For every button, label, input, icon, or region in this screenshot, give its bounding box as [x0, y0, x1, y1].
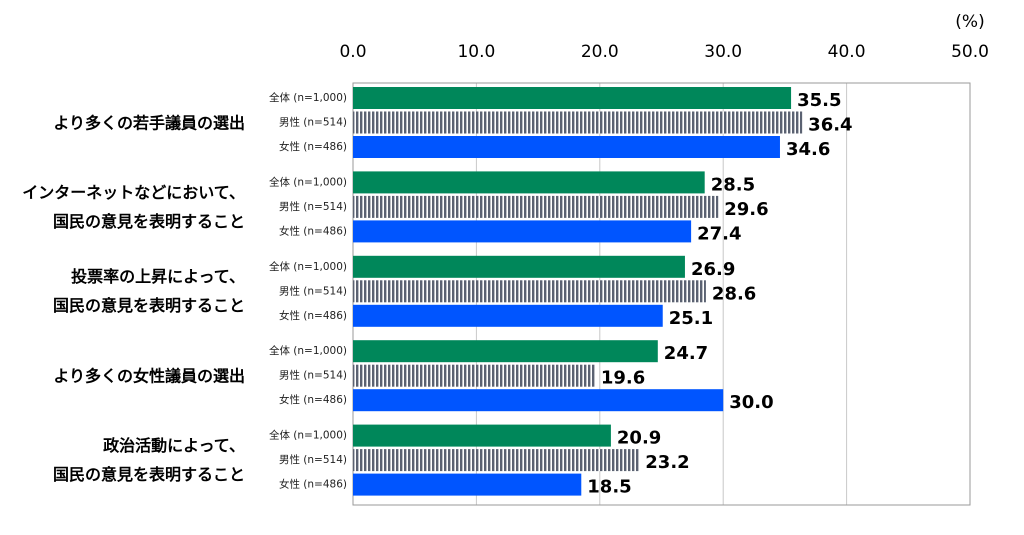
series-label: 全体 (n=1,000) — [269, 429, 347, 442]
series-label: 全体 (n=1,000) — [269, 344, 347, 357]
x-tick-label: 50.0 — [951, 42, 989, 62]
bar — [353, 280, 706, 303]
value-label: 24.7 — [664, 343, 708, 364]
series-label: 全体 (n=1,000) — [269, 260, 347, 273]
series-label: 男性 (n=514) — [279, 453, 347, 466]
value-label: 29.6 — [724, 199, 768, 220]
series-label: 男性 (n=514) — [279, 284, 347, 297]
bar — [353, 171, 705, 194]
bar — [353, 87, 792, 109]
value-label: 18.5 — [587, 477, 631, 498]
axis-unit: (%) — [955, 12, 984, 32]
category-label: より多くの若手議員の選出 — [53, 113, 245, 132]
value-label: 19.6 — [601, 368, 645, 389]
value-label: 34.6 — [786, 139, 830, 160]
bar — [353, 449, 640, 472]
value-label: 20.9 — [617, 428, 661, 449]
value-label: 25.1 — [669, 308, 713, 329]
bar — [353, 195, 719, 218]
value-label: 36.4 — [808, 115, 852, 136]
x-tick-label: 40.0 — [828, 42, 866, 62]
value-label: 27.4 — [697, 223, 741, 244]
series-label: 女性 (n=486) — [279, 478, 347, 491]
bar — [353, 111, 803, 134]
category-label: より多くの女性議員の選出 — [53, 366, 245, 386]
bar — [353, 340, 658, 363]
series-label: 女性 (n=486) — [279, 309, 347, 322]
bar — [353, 220, 692, 243]
x-tick-label: 0.0 — [339, 42, 366, 62]
bar — [353, 473, 582, 496]
value-label: 35.5 — [797, 90, 841, 111]
category-label: 投票率の上昇によって、 国民の意見を表明すること — [52, 267, 245, 316]
value-label: 28.5 — [711, 174, 755, 195]
series-label: 男性 (n=514) — [279, 116, 347, 129]
series-label: 女性 (n=486) — [279, 224, 347, 237]
series-label: 全体 (n=1,000) — [269, 91, 347, 104]
bar — [353, 389, 724, 412]
series-label: 全体 (n=1,000) — [269, 175, 347, 188]
bar — [353, 136, 780, 158]
x-tick-label: 30.0 — [704, 42, 742, 62]
bar — [353, 424, 611, 447]
bar — [353, 255, 685, 278]
bar — [353, 364, 595, 387]
category-label: 政治活動によって、 国民の意見を表明すること — [52, 436, 245, 485]
bar — [353, 304, 663, 327]
series-label: 男性 (n=514) — [279, 200, 347, 213]
series-label: 女性 (n=486) — [279, 140, 347, 153]
series-label: 女性 (n=486) — [279, 393, 347, 406]
value-label: 30.0 — [729, 392, 773, 413]
x-tick-label: 10.0 — [457, 42, 495, 62]
category-label: インターネットなどにおいて、 国民の意見を表明すること — [22, 182, 245, 231]
x-tick-label: 20.0 — [581, 42, 619, 62]
value-label: 23.2 — [645, 452, 689, 473]
value-label: 26.9 — [691, 259, 735, 280]
series-label: 男性 (n=514) — [279, 369, 347, 382]
value-label: 28.6 — [712, 283, 756, 304]
